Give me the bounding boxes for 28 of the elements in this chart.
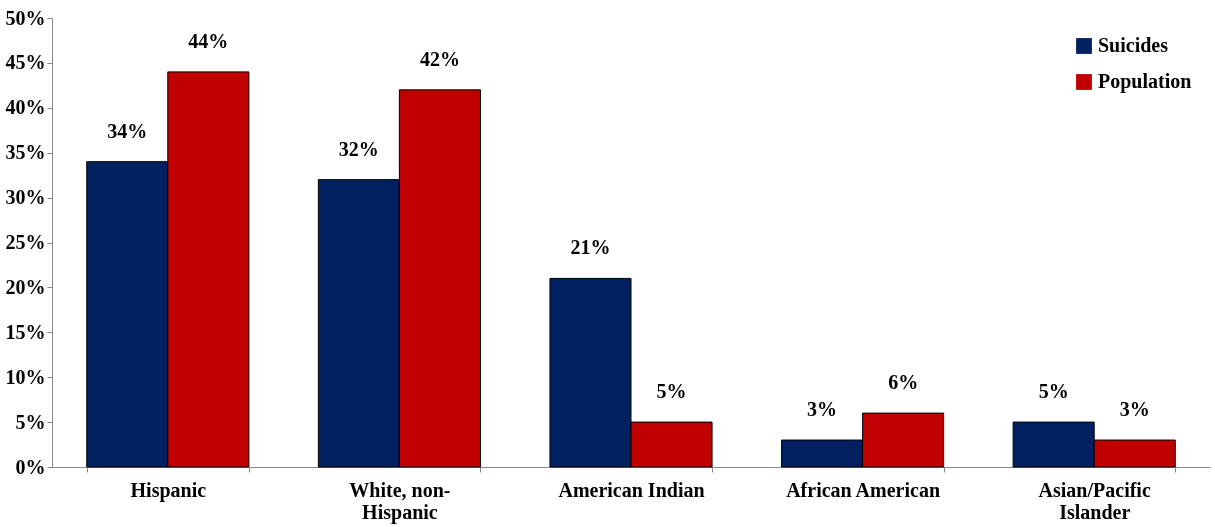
- data-label: 42%: [419, 47, 460, 70]
- data-label: 6%: [888, 371, 919, 394]
- y-tick-label: 5%: [15, 410, 46, 433]
- y-tick-label: 50%: [5, 6, 46, 29]
- data-label: 21%: [570, 236, 611, 259]
- y-tick-label: 0%: [15, 455, 46, 478]
- y-tick-label: 15%: [5, 320, 46, 343]
- data-label: 3%: [1119, 398, 1150, 421]
- y-tick-label: 40%: [5, 96, 46, 119]
- x-tick-label: African American: [786, 478, 941, 501]
- y-tick-label: 45%: [5, 51, 46, 74]
- data-label: 5%: [656, 380, 687, 403]
- x-tick-label: Hispanic: [130, 478, 207, 502]
- y-tick-label: 20%: [5, 275, 46, 298]
- legend-label: Suicides: [1098, 34, 1169, 56]
- y-tick-label: 10%: [5, 365, 46, 388]
- data-label: 32%: [338, 137, 379, 160]
- data-label: 44%: [188, 29, 229, 52]
- x-tick-label: Asian/Pacific Islander: [1038, 478, 1151, 523]
- y-tick-label: 30%: [5, 186, 46, 209]
- y-tick-label: 35%: [5, 141, 46, 164]
- data-label: 34%: [107, 119, 148, 142]
- x-tick-label: White, non-Hispanic: [349, 478, 451, 524]
- y-tick-label: 25%: [5, 231, 46, 253]
- data-label: 5%: [1038, 380, 1069, 403]
- data-label: 3%: [807, 398, 838, 421]
- legend-label: Population: [1098, 70, 1192, 93]
- x-tick-label: American Indian: [558, 478, 705, 501]
